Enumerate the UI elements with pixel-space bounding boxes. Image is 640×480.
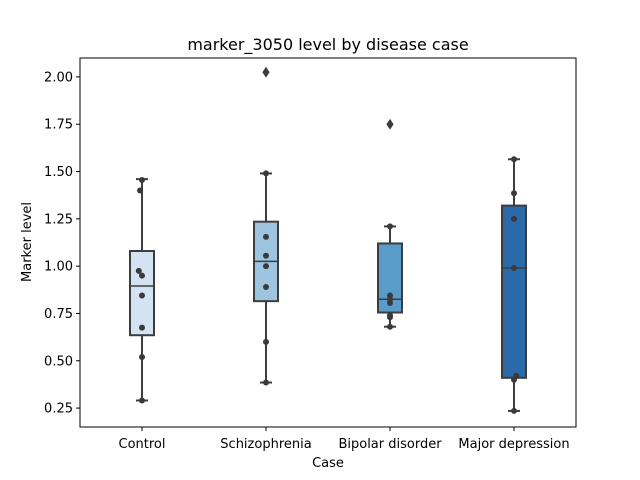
box-group-3 <box>501 158 527 412</box>
x-axis-label: Case <box>312 456 344 471</box>
data-point <box>511 407 517 414</box>
y-tick-label: 0.25 <box>44 402 73 417</box>
plot-area <box>129 66 527 414</box>
data-point <box>387 223 393 230</box>
data-point <box>263 233 269 240</box>
data-point <box>135 267 142 274</box>
y-tick-label: 1.00 <box>44 260 73 275</box>
x-tick-label: Major depression <box>458 437 569 452</box>
data-point <box>139 272 145 279</box>
y-tick-label: 0.75 <box>44 307 73 322</box>
x-axis: Control Schizophrenia Bipolar disorder Majo… <box>119 427 570 452</box>
data-point <box>387 323 393 330</box>
chart-title: marker_3050 level by disease case <box>187 35 468 55</box>
y-axis: 0.25 0.50 0.75 1.00 1.25 1.50 1.75 2.00 <box>44 70 80 417</box>
data-point <box>511 190 517 197</box>
box-group-1 <box>253 66 279 384</box>
data-point <box>139 353 145 360</box>
y-tick-label: 1.75 <box>44 118 73 133</box>
data-point <box>263 263 269 270</box>
axes-frame <box>79 57 577 428</box>
data-point <box>139 324 145 331</box>
data-point <box>263 283 269 290</box>
y-axis-label: Marker level <box>20 202 35 282</box>
data-point <box>387 314 393 321</box>
outlier-point <box>386 118 394 130</box>
data-point <box>139 292 145 299</box>
outlier-point <box>262 66 270 78</box>
data-point <box>511 215 517 222</box>
data-point <box>263 252 269 259</box>
y-tick-label: 1.50 <box>44 165 73 180</box>
data-point <box>263 170 269 177</box>
x-tick-label: Control <box>119 437 166 452</box>
y-tick-label: 1.25 <box>44 212 73 227</box>
data-point <box>137 187 143 194</box>
data-point <box>511 376 517 383</box>
box-iqr <box>501 204 527 379</box>
x-tick-label: Bipolar disorder <box>338 437 442 452</box>
data-point <box>139 177 145 184</box>
data-point <box>263 338 269 345</box>
data-point <box>511 265 517 272</box>
x-tick-label: Schizophrenia <box>220 437 311 452</box>
y-tick-label: 2.00 <box>44 70 73 85</box>
data-point <box>139 397 145 404</box>
y-tick-label: 0.50 <box>44 354 73 369</box>
data-point <box>263 379 269 386</box>
data-point <box>387 300 393 307</box>
data-point <box>511 156 517 163</box>
